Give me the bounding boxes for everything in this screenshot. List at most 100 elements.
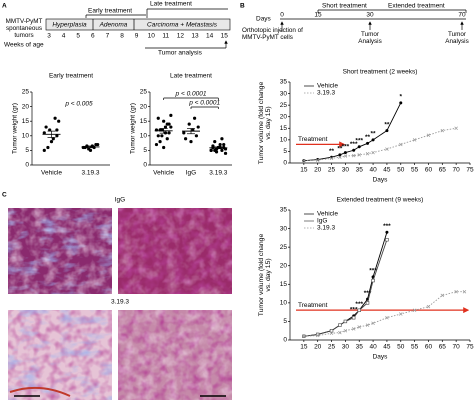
stage-band — [45, 18, 231, 31]
x-axis-label: Days — [373, 354, 389, 361]
data-point — [365, 301, 370, 305]
stage-label: Adenoma — [99, 22, 128, 29]
x-tick-label: 65 — [439, 167, 447, 174]
axis-label: Weeks of age — [4, 42, 44, 49]
treatment-label: Early treatment — [88, 8, 132, 15]
y-tick-label: 10 — [140, 133, 148, 140]
data-point — [462, 289, 467, 294]
y-axis-label: Tumor weight (gr) — [12, 103, 19, 154]
y-tick-label: 15 — [140, 118, 148, 125]
data-point — [302, 158, 306, 163]
x-tick-label: 40 — [369, 167, 377, 174]
data-point — [315, 158, 320, 162]
data-point — [440, 293, 445, 298]
panel-label: A — [2, 3, 7, 10]
x-tick-label: 55 — [411, 344, 419, 351]
panel-label: C — [2, 192, 7, 199]
data-point — [454, 289, 458, 294]
series-line — [303, 291, 465, 337]
data-point — [42, 148, 46, 152]
data-point — [357, 153, 361, 157]
data-point — [193, 116, 197, 120]
chart-title: Short treatment (2 weeks) — [343, 69, 418, 76]
x-tick-label: 75 — [466, 167, 474, 174]
axis-label: Days — [256, 16, 272, 23]
significance: *** — [350, 307, 358, 314]
significance: ** — [329, 148, 335, 155]
y-tick-label: 5 — [143, 147, 147, 154]
y-tick-label: 20 — [280, 262, 288, 269]
data-point — [357, 308, 361, 312]
data-point — [158, 140, 162, 144]
chart-title: Late treatment — [170, 73, 212, 80]
y-tick-label: 0 — [143, 162, 147, 169]
data-point — [385, 238, 389, 242]
treatment-label: Extended treatment — [388, 3, 445, 10]
significance: * — [400, 94, 403, 101]
y-tick-label: 10 — [22, 133, 30, 140]
x-tick-label: Vehicle — [41, 170, 62, 177]
significance: *** — [350, 141, 358, 148]
x-tick-label: 50 — [397, 344, 405, 351]
week-label: 8 — [120, 33, 124, 40]
y-tick-label: 20 — [22, 103, 30, 110]
histology-image — [8, 310, 112, 400]
x-tick-label: 25 — [328, 344, 336, 351]
y-tick-label: 10 — [280, 137, 288, 144]
significance: *** — [369, 268, 377, 275]
panel-label: B — [240, 3, 245, 10]
y-tick-label: 30 — [280, 90, 288, 97]
data-point — [357, 325, 361, 329]
y-tick-label: 30 — [280, 225, 288, 232]
significance: ** — [371, 131, 377, 138]
data-point — [365, 151, 370, 156]
y-tick-label: 25 — [140, 89, 148, 96]
data-point — [399, 142, 403, 147]
data-point — [366, 141, 370, 145]
week-label: 3 — [47, 33, 51, 40]
data-point — [343, 328, 348, 333]
data-point — [213, 140, 217, 144]
data-point — [162, 119, 166, 123]
data-point — [385, 230, 389, 234]
data-point — [329, 331, 334, 336]
x-tick-label: 35 — [356, 344, 364, 351]
injection-label: Orthotopic injection of MMTV-PyMT cells — [242, 27, 303, 41]
data-point — [51, 137, 55, 141]
legend-label: Vehicle — [317, 83, 338, 90]
data-point — [218, 142, 222, 147]
data-point — [338, 153, 342, 157]
y-tick-label: 10 — [280, 300, 288, 307]
day-label: 0 — [280, 12, 284, 19]
p-value: p < 0.0001 — [175, 91, 207, 98]
x-tick-label: 35 — [356, 167, 364, 174]
data-point — [302, 334, 306, 339]
x-tick-label: 15 — [300, 344, 308, 351]
stage-label: Hyperplasia — [52, 22, 87, 29]
legend-label: IgG — [317, 218, 327, 225]
analysis-label: Tumor Analysis — [358, 31, 382, 45]
data-point — [222, 142, 226, 147]
legend-label: Vehicle — [317, 211, 338, 218]
treatment-label: Short treatment — [322, 3, 367, 10]
data-point — [88, 148, 93, 152]
x-axis-label: Days — [373, 177, 389, 184]
data-point — [338, 155, 342, 159]
p-value: p < 0.005 — [64, 101, 93, 108]
significance: ** — [384, 121, 390, 128]
data-point — [209, 148, 213, 152]
data-point — [42, 131, 46, 135]
treatment-label: Late treatment — [150, 1, 192, 8]
y-tick-label: 25 — [22, 89, 30, 96]
x-tick-label: 20 — [314, 344, 322, 351]
data-point — [156, 116, 160, 120]
data-point — [343, 319, 348, 324]
data-point — [169, 125, 173, 129]
histology-image — [8, 208, 112, 294]
week-label: 7 — [106, 33, 110, 40]
data-point — [48, 128, 52, 132]
data-point — [371, 150, 375, 155]
x-tick-label: 45 — [383, 167, 391, 174]
week-label: 10 — [148, 33, 156, 40]
